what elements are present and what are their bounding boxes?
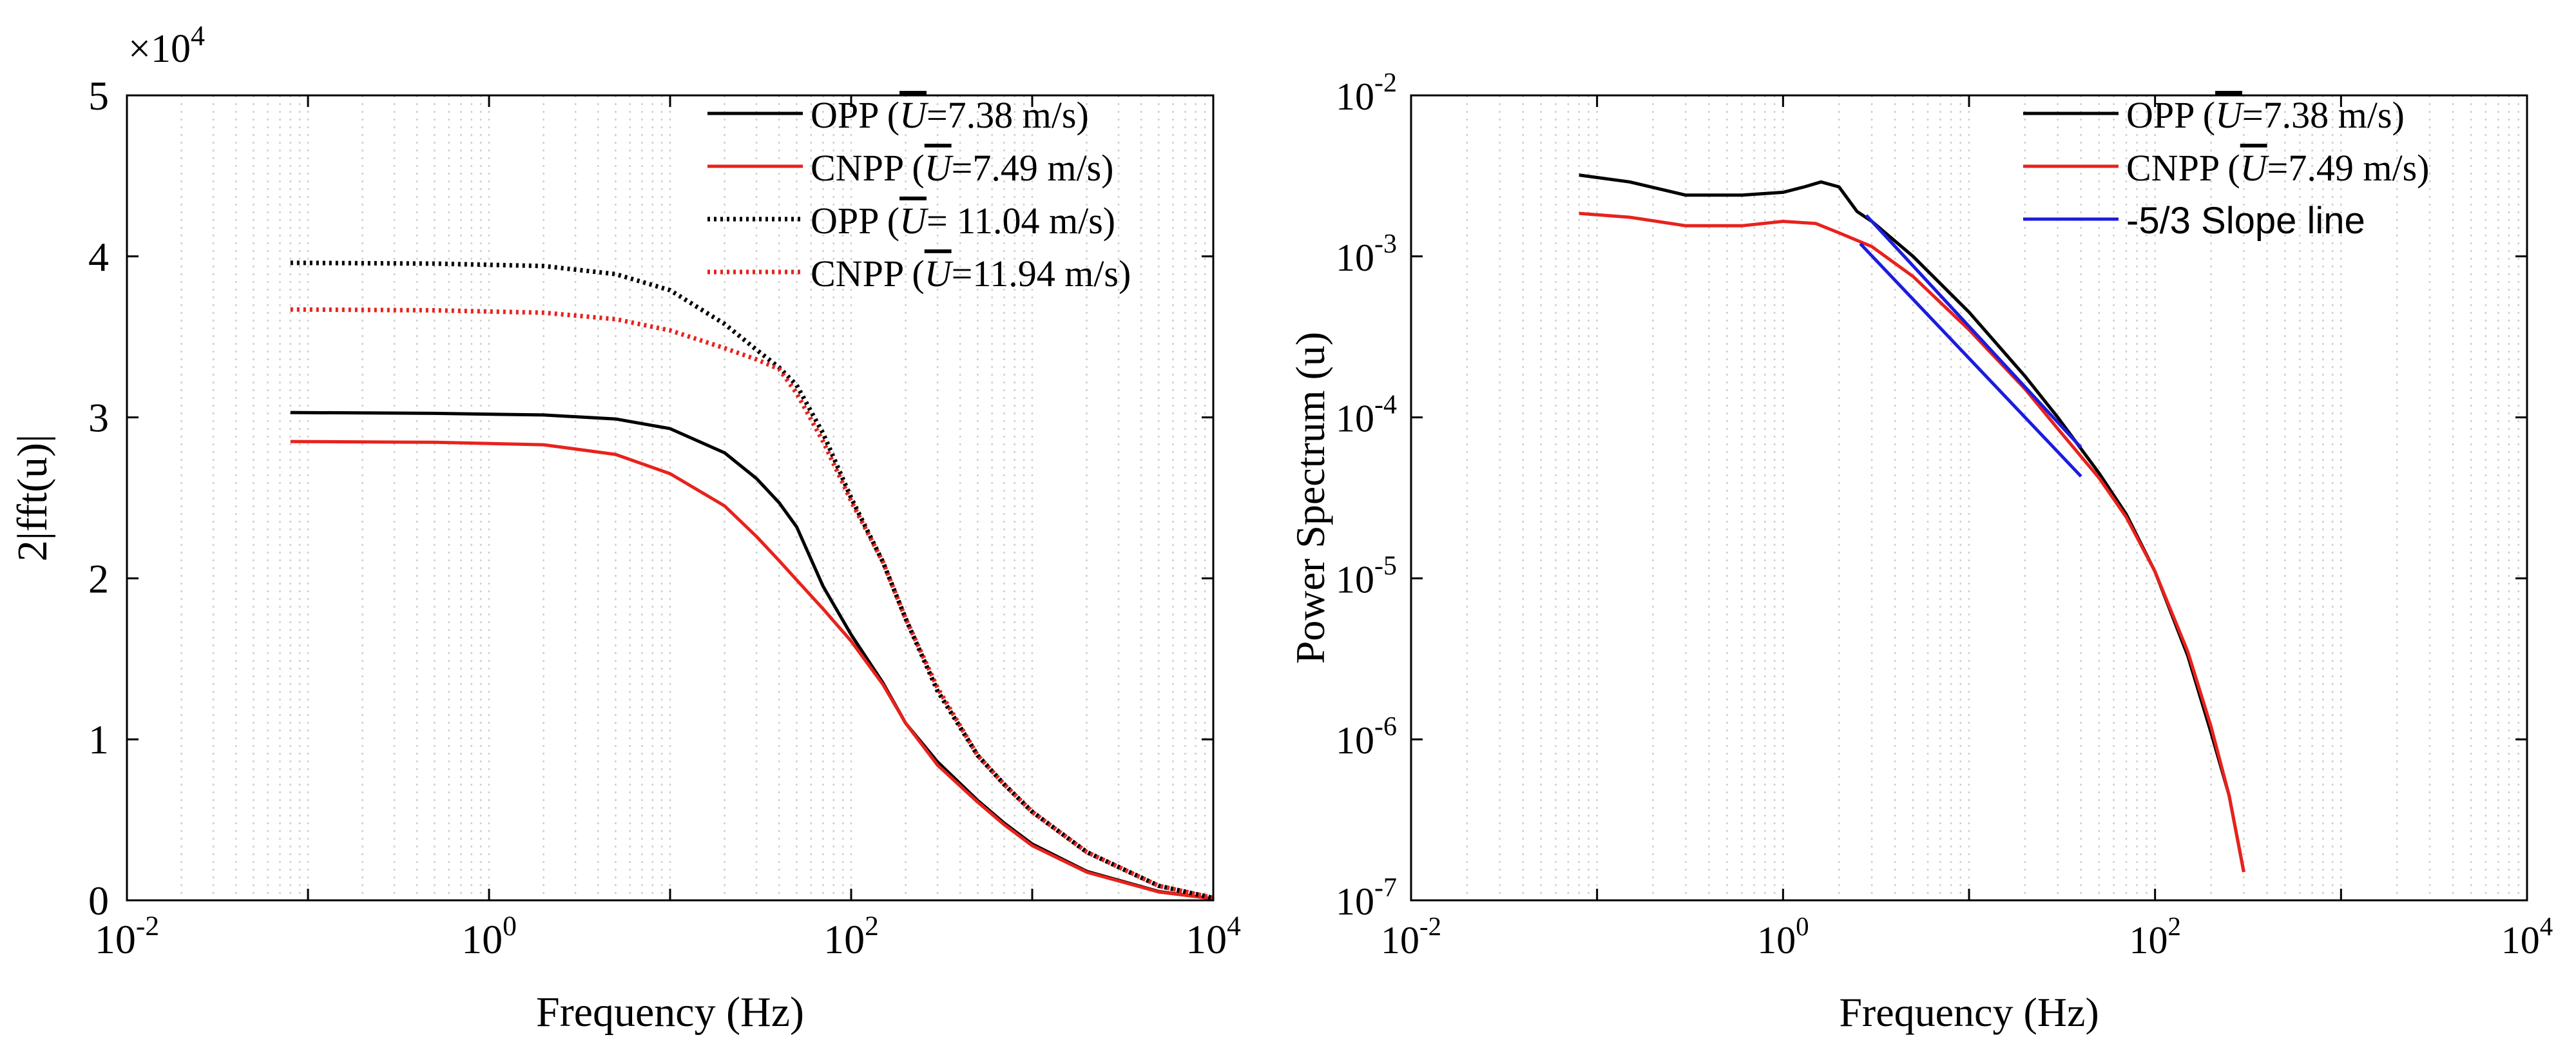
legend-entry: CNPP (U=11.94 m/s): [811, 253, 1131, 295]
x-tick-label: 104: [1186, 911, 1241, 962]
legend-entry: CNPP (U=7.49 m/s): [2126, 147, 2429, 189]
y-tick-label: 0: [88, 878, 109, 924]
legend: OPP (U=7.38 m/s) CNPP (U=7.49 m/s) OPP (U=…: [707, 94, 1131, 295]
x-tick-label: 10-2: [1381, 912, 1441, 962]
series-lines: [1579, 173, 2245, 873]
legend-entry: -5/3 Slope line: [2126, 200, 2365, 242]
tick-marks: [126, 94, 1215, 902]
series-line-0: [290, 411, 1214, 900]
x-tick-label: 100: [1757, 912, 1809, 962]
legend-entry: OPP (U=7.38 m/s): [2126, 94, 2405, 136]
y-tick-label: 10-2: [1336, 68, 1397, 118]
y-tick-label: 2: [88, 556, 109, 601]
series-line-1: [290, 440, 1214, 900]
slope-line-0: [1865, 214, 2082, 449]
series-lines: [290, 260, 1214, 900]
y-multiplier-label: ×104: [128, 20, 205, 71]
x-tick-label: 102: [2129, 912, 2180, 962]
y-tick-label: 10-6: [1336, 712, 1397, 762]
x-tick-label: 10-2: [95, 911, 159, 962]
x-axis-label: Frequency (Hz): [1839, 989, 2099, 1035]
series-line-2: [290, 260, 1214, 900]
x-tick-label: 102: [823, 911, 879, 962]
x-tick-labels: 10-2 100 102 104: [95, 911, 1241, 962]
legend: OPP (U=7.38 m/s) CNPP (U=7.49 m/s) -5/3 Sl…: [2023, 94, 2429, 242]
series-line-1: [1579, 211, 2245, 873]
chart-panel-right: 10-2 100 102 104 10-7 10-6 10-5 10-4 10-3 10-2 F…: [1287, 68, 2553, 1035]
legend-entry: CNPP (U=7.49 m/s): [811, 147, 1113, 189]
y-tick-labels: 10-7 10-6 10-5 10-4 10-3 10-2: [1336, 68, 1397, 923]
chart-panel-left: 10-2 100 102 104 0 1 2 3 4 5 ×104 Frequency (Hz)…: [9, 20, 1241, 1036]
series-line-0: [1579, 173, 2245, 873]
y-tick-labels: 0 1 2 3 4 5: [88, 73, 109, 924]
tick-marks: [1410, 94, 2528, 902]
x-tick-labels: 10-2 100 102 104: [1381, 912, 2553, 962]
y-tick-label: 10-5: [1336, 551, 1397, 601]
y-axis-label: 2|fft(u)|: [9, 434, 56, 561]
x-minor-grid: [180, 95, 1206, 900]
y-tick-label: 10-7: [1336, 873, 1397, 923]
y-tick-label: 5: [88, 73, 109, 119]
x-axis-label: Frequency (Hz): [536, 989, 804, 1036]
x-tick-label: 104: [2501, 912, 2553, 962]
y-tick-label: 10-3: [1336, 229, 1397, 279]
y-tick-label: 3: [88, 395, 109, 441]
y-tick-label: 4: [88, 234, 109, 280]
series-line-3: [290, 307, 1214, 900]
y-axis-label: Power Spectrum (u): [1287, 332, 1333, 664]
y-tick-label: 1: [88, 717, 109, 762]
x-tick-label: 100: [461, 911, 517, 962]
legend-entry: OPP (U=7.38 m/s): [811, 94, 1089, 136]
y-tick-label: 10-4: [1336, 391, 1397, 440]
slope-line-1: [1859, 242, 2082, 478]
legend-entry: OPP (U= 11.04 m/s): [811, 200, 1115, 242]
